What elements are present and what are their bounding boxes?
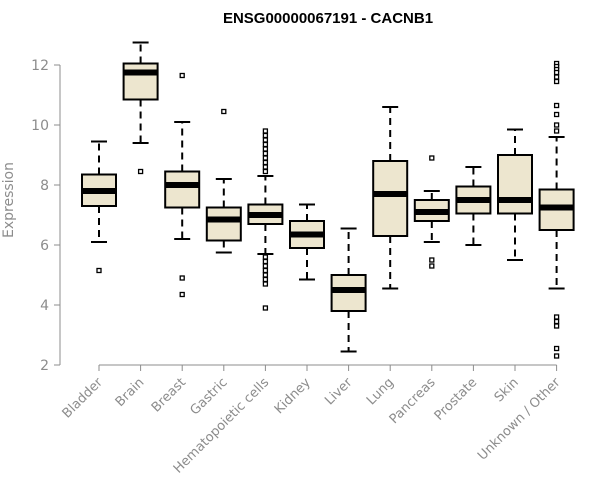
outlier-point: [262, 272, 269, 278]
outlier-point: [96, 267, 102, 274]
outlier-point: [553, 111, 560, 118]
box-series: [81, 41, 575, 359]
box-hematopoietic-cells: [247, 128, 284, 311]
outlier-point: [429, 263, 435, 269]
outlier-point: [262, 254, 269, 260]
outlier-point: [262, 168, 269, 175]
box-liver: [330, 227, 367, 353]
x-tick-label: Bladder: [60, 375, 107, 422]
y-tick-label: 6: [40, 238, 49, 254]
box-brain: [122, 41, 159, 175]
iqr-box: [372, 160, 409, 237]
outlier-point: [553, 314, 560, 320]
outlier-point: [429, 257, 435, 263]
outlier-point: [262, 281, 269, 287]
x-tick-label: Brain: [113, 375, 148, 410]
box-kidney: [289, 203, 325, 281]
x-tick-label: Breast: [149, 375, 189, 415]
y-axis-label: Expression: [1, 162, 17, 238]
outlier-point: [262, 263, 269, 269]
box-gastric: [205, 108, 242, 254]
box-skin: [497, 128, 533, 261]
outlier-point: [262, 159, 269, 166]
outlier-point: [262, 132, 269, 139]
outlier-point: [262, 137, 269, 143]
x-tick-label: Prostate: [432, 375, 480, 423]
box-unknown-other: [538, 60, 575, 359]
outlier-point: [553, 345, 560, 352]
outlier-point: [262, 267, 269, 274]
outlier-point: [262, 258, 269, 265]
outlier-point: [429, 155, 435, 161]
outlier-point: [262, 128, 269, 134]
outlier-point: [553, 78, 560, 85]
outlier-point: [179, 291, 185, 298]
outlier-point: [553, 122, 560, 128]
box-pancreas: [413, 155, 450, 269]
outlier-point: [262, 305, 269, 311]
box-bladder: [81, 140, 117, 274]
chart-title: ENSG00000067191 - CACNB1: [223, 10, 433, 27]
y-tick-label: 8: [40, 178, 49, 194]
outlier-point: [553, 69, 560, 76]
iqr-box: [497, 154, 533, 215]
box-breast: [164, 72, 201, 298]
x-tick-label: Lung: [364, 375, 397, 408]
outlier-point: [553, 323, 560, 329]
outlier-point: [179, 72, 185, 79]
iqr-box: [122, 62, 159, 101]
outlier-point: [262, 150, 269, 157]
box-prostate: [455, 166, 492, 246]
outlier-point: [262, 164, 269, 170]
x-tick-label: Liver: [322, 375, 356, 409]
x-tick-label: Kidney: [272, 375, 314, 417]
outlier-point: [262, 141, 269, 148]
x-tick-label: Pancreas: [387, 375, 439, 427]
outlier-point: [553, 353, 560, 359]
outlier-point: [553, 102, 560, 109]
iqr-box: [164, 170, 201, 209]
outlier-point: [262, 276, 269, 283]
outlier-point: [179, 275, 185, 281]
y-tick-label: 4: [40, 298, 49, 314]
outlier-point: [553, 74, 560, 80]
outlier-point: [553, 128, 560, 134]
outlier-point: [553, 318, 560, 325]
y-tick-label: 12: [31, 58, 49, 74]
y-tick-label: 10: [31, 118, 49, 134]
y-tick-label: 2: [40, 358, 49, 374]
x-tick-label: Skin: [492, 375, 522, 405]
outlier-point: [221, 108, 227, 115]
outlier-point: [262, 146, 269, 152]
box-lung: [372, 106, 409, 290]
y-axis: 2 4 6 8 10 12: [31, 58, 61, 374]
iqr-box: [205, 206, 242, 242]
outlier-point: [137, 168, 144, 175]
outlier-point: [262, 155, 269, 161]
